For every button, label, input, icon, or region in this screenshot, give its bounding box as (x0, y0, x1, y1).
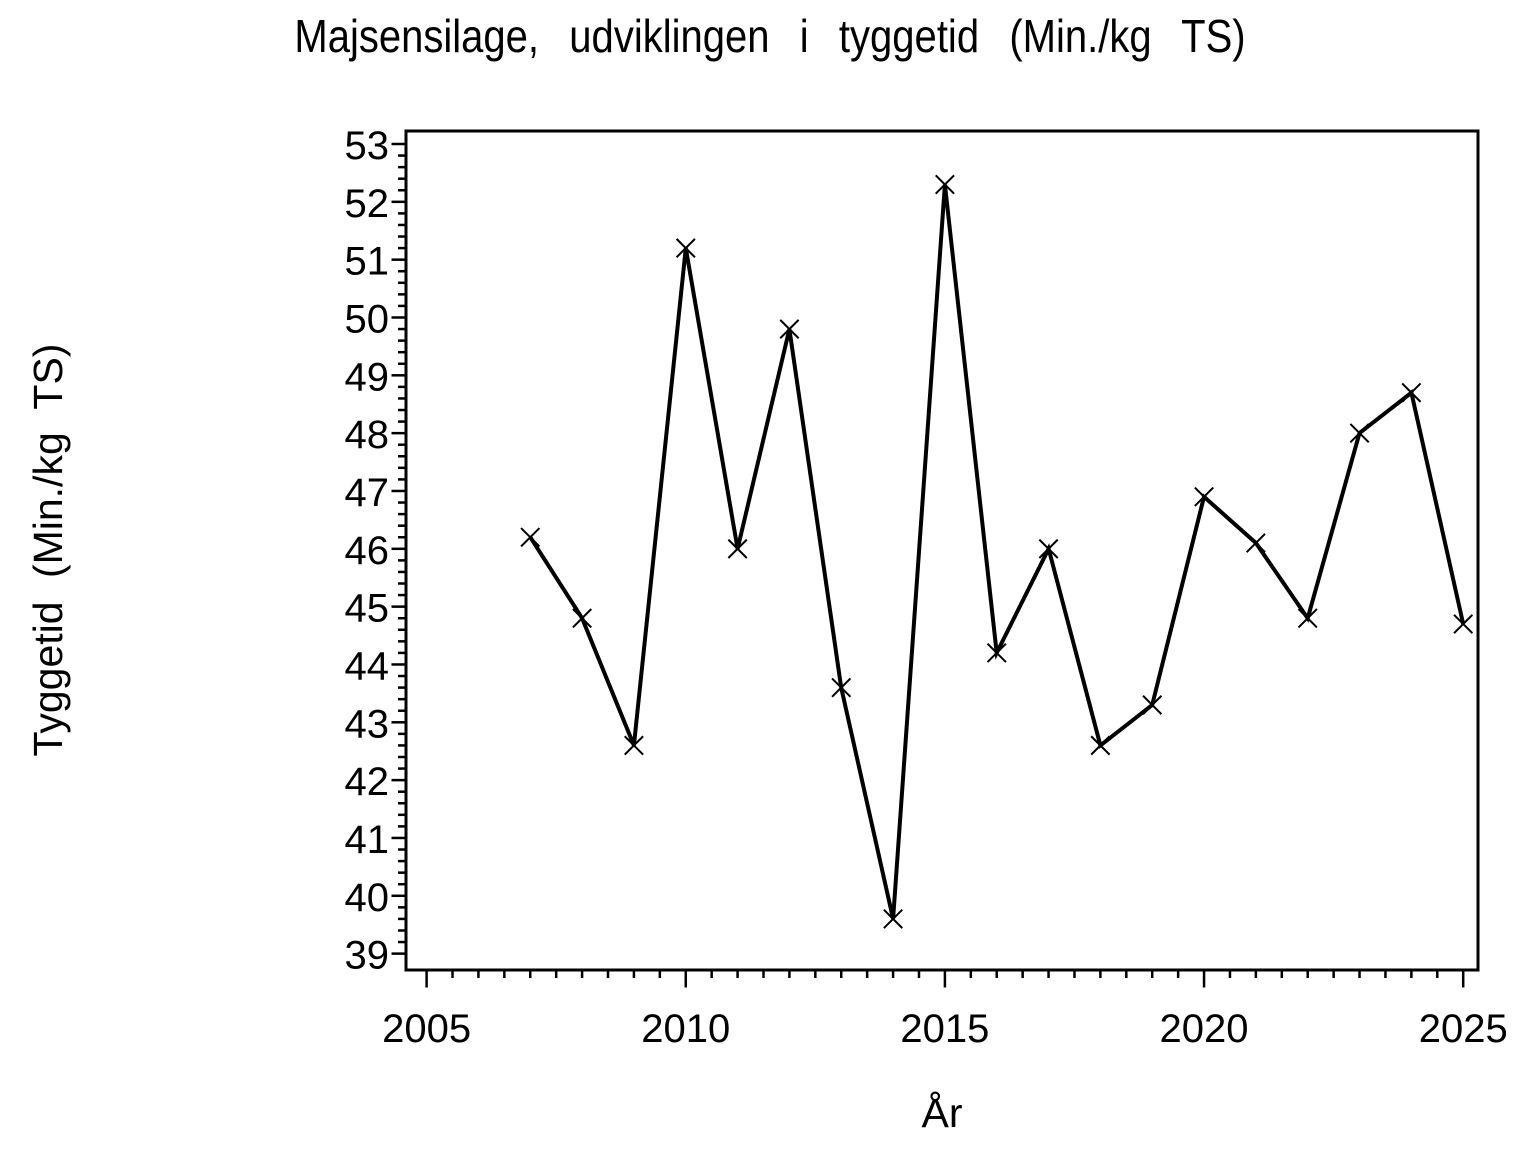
tick-labels: 2005 2010 2015 2020 2025 39 40 41 42 43 44 45 46 47 48… (345, 124, 1508, 1051)
y-tick-label: 47 (345, 471, 390, 515)
y-tick-label: 45 (345, 587, 390, 631)
y-tick-label: 49 (345, 355, 390, 399)
y-tick-label: 39 (345, 934, 390, 978)
x-tick-label: 2005 (382, 1007, 471, 1051)
y-tick-label: 48 (345, 413, 390, 457)
x-tick-label: 2010 (641, 1007, 730, 1051)
plot-frame (404, 129, 1480, 972)
data-point-marker-2018 (1090, 735, 1111, 756)
x-tick-label: 2020 (1160, 1007, 1249, 1051)
y-tick-label: 42 (345, 760, 390, 804)
y-tick-label: 51 (345, 240, 390, 284)
x-tick-label: 2015 (900, 1007, 989, 1051)
y-tick-label: 46 (345, 529, 390, 573)
data-point-marker-2025 (1453, 614, 1474, 634)
y-tick-label: 53 (345, 124, 390, 168)
series-group (520, 174, 1474, 929)
y-tick-label: 40 (345, 876, 390, 920)
x-axis-label: År (922, 1090, 963, 1136)
y-axis-label: Tyggetid (Min./kg TS) (25, 344, 71, 757)
data-point-marker-2020 (1194, 486, 1214, 507)
data-point-marker-2022 (1297, 608, 1318, 629)
data-point-marker-2021 (1245, 533, 1266, 553)
data-point-marker-2008 (572, 608, 592, 629)
y-tick-label: 52 (345, 182, 390, 226)
data-point-marker-2024 (1401, 382, 1422, 403)
data-point-marker-2014 (883, 909, 903, 929)
data-point-marker-2017 (1038, 538, 1059, 559)
data-point-marker-2015 (934, 174, 955, 195)
y-tick-label: 41 (345, 818, 390, 862)
chart-title: Majsensilage, udviklingen i tyggetid (Mi… (294, 11, 1245, 62)
series-line (528, 184, 1466, 920)
y-tick-label: 50 (345, 297, 390, 341)
data-point-marker-2012 (779, 319, 800, 339)
data-point-marker-2009 (624, 735, 644, 756)
data-point-marker-2010 (675, 238, 696, 259)
data-point-marker-2023 (1349, 423, 1370, 444)
data-point-marker-2016 (986, 642, 1007, 663)
data-point-marker-2013 (831, 677, 852, 698)
data-point-marker-2007 (520, 527, 541, 548)
y-tick-label: 44 (345, 644, 390, 688)
y-tick-label: 43 (345, 702, 390, 746)
axis-ticks (391, 142, 1465, 988)
data-point-marker-2011 (727, 538, 748, 559)
x-tick-label: 2025 (1419, 1007, 1508, 1051)
data-point-marker-2019 (1142, 695, 1163, 715)
